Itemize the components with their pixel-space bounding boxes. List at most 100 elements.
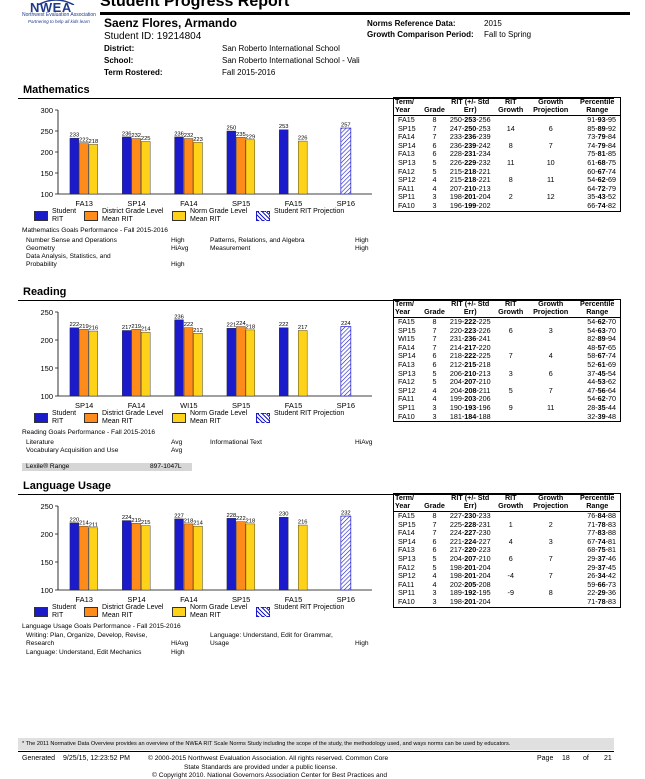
district-label: District: xyxy=(104,44,135,53)
table-cell: 26-34-42 xyxy=(587,571,616,581)
table-cell: 8 xyxy=(508,175,513,185)
table-row: FA10 3 198-201-204 71-78-83 xyxy=(394,596,621,607)
bar-value-label: 215 xyxy=(141,520,151,526)
x-tick-label: FA14 xyxy=(180,199,198,208)
table-cell: SP13 xyxy=(398,368,416,378)
bar-value-label: 214 xyxy=(193,521,203,527)
table-cell: 54-62-69 xyxy=(587,175,616,185)
bar-value-label: 229 xyxy=(246,134,256,140)
table-cell: 221-224-227 xyxy=(449,536,491,546)
bar-value-label: 223 xyxy=(193,137,203,143)
table-cell: 6 xyxy=(432,359,437,369)
table-cell: 212-215-218 xyxy=(449,359,491,369)
legend-projection-swatch xyxy=(256,211,270,221)
district-mean-bar xyxy=(183,138,194,195)
y-tick-label: 250 xyxy=(40,308,53,317)
table-cell: 3 xyxy=(548,325,553,335)
table-cell: 58-67-74 xyxy=(587,351,616,361)
lexile-range-row xyxy=(22,463,192,471)
bar-value-label: 219 xyxy=(131,324,141,330)
table-cell: 12 xyxy=(546,192,555,202)
table-row: FA10 3 196-199-202 66-74-82 xyxy=(394,201,621,211)
table-cell: 217-220-223 xyxy=(449,545,491,555)
bar-value-label: 228 xyxy=(227,513,237,519)
bar-value-label: 232 xyxy=(131,133,141,139)
legend-student-rit-swatch xyxy=(34,413,48,423)
table-cell: 3 xyxy=(432,596,437,606)
table-header-row: Term/ Year Grade RIT (+/- Std Err) RIT Grow… xyxy=(393,299,621,318)
table-cell: 7 xyxy=(548,385,553,395)
legend-student-rit-label: Student RIT xyxy=(52,208,77,223)
table-row: WI15 7 231-236-241 82-89-94 xyxy=(394,334,621,344)
legend-norm-mean-swatch xyxy=(172,211,186,221)
norm-mean-bar xyxy=(193,333,203,397)
table-cell: 71-78-83 xyxy=(587,519,616,529)
district-mean-bar xyxy=(131,523,141,591)
table-row: SP12 4 198-201-204 -4 7 26-34-42 xyxy=(394,571,621,581)
goal-level: High xyxy=(355,237,369,244)
col-grade-header: Grade xyxy=(423,493,446,512)
table-cell: SP14 xyxy=(398,351,416,361)
norms-label: Norms Reference Data: xyxy=(367,19,456,28)
table-cell: 7 xyxy=(508,351,513,361)
table-row: SP13 5 226-229-232 11 10 61-68-75 xyxy=(394,158,621,168)
nwea-logo xyxy=(18,0,98,28)
table-cell: 68-75-81 xyxy=(587,545,616,555)
section-title: Mathematics xyxy=(23,84,90,96)
goal-name: Literature xyxy=(26,439,54,446)
x-tick-label: SP14 xyxy=(127,199,145,208)
col-grade-header: Grade xyxy=(423,299,446,318)
section-rule xyxy=(18,494,614,495)
student-rit-bar xyxy=(122,330,132,397)
table-cell: SP11 xyxy=(398,588,416,598)
legend-student-rit-swatch xyxy=(34,607,48,617)
logo-text: NWEA xyxy=(30,0,72,15)
table-cell: 4 xyxy=(548,351,553,361)
bar-value-label: 225 xyxy=(141,136,151,142)
legend-projection-label: Student RIT Projection xyxy=(274,410,345,417)
table-row: FA15 8 227-230-233 76-84-88 xyxy=(394,511,621,521)
table-cell: 4 xyxy=(432,175,437,185)
x-tick-label: SP15 xyxy=(232,199,250,208)
col-growth-projection-header: Growth Projection xyxy=(526,97,575,116)
table-row: SP15 7 225-228-231 1 2 71-78-83 xyxy=(394,519,621,530)
table-cell: 7 xyxy=(432,519,437,529)
norms-value: 2015 xyxy=(484,19,502,28)
table-cell: 4 xyxy=(508,536,513,546)
table-cell: 231-236-241 xyxy=(449,334,491,344)
table-cell: 218-222-225 xyxy=(449,351,491,361)
legend-norm-mean-label: Norm Grade Level Mean RIT xyxy=(190,604,248,619)
y-tick-label: 150 xyxy=(40,364,53,373)
bar-value-label: 224 xyxy=(236,321,246,327)
table-cell: 198-201-204 xyxy=(449,596,491,606)
table-cell: 4 xyxy=(432,183,437,193)
table-cell: FA14 xyxy=(398,528,415,538)
table-row: FA10 3 181-184-188 32-39-48 xyxy=(394,412,621,422)
legend-norm-mean-swatch xyxy=(172,413,186,423)
district-mean-bar xyxy=(236,326,246,397)
bar-value-label: 222 xyxy=(79,137,89,143)
table-cell: FA11 xyxy=(398,579,415,589)
col-rit-header: RIT (+/- Std Err) xyxy=(445,299,495,318)
table-cell: FA12 xyxy=(398,377,415,387)
table-cell: FA14 xyxy=(398,342,415,352)
table-cell: 6 xyxy=(508,553,513,563)
goal-name: Writing: Plan, Organize, Develop, Revise… xyxy=(26,632,148,647)
table-row: FA15 8 250-253-256 91-93-95 xyxy=(394,115,621,125)
norm-mean-bar xyxy=(88,527,99,591)
bar-value-label: 219 xyxy=(79,324,89,330)
table-cell: 5 xyxy=(508,385,513,395)
table-cell: 6 xyxy=(432,149,437,159)
y-tick-label: 150 xyxy=(40,169,53,178)
table-cell: FA12 xyxy=(398,166,415,176)
col-rit-growth-header: RIT Growth xyxy=(494,97,527,116)
x-tick-label: FA15 xyxy=(285,595,303,604)
legend-student-rit-swatch xyxy=(34,211,48,221)
bar-value-label: 217 xyxy=(298,325,308,331)
legend-projection-swatch xyxy=(256,607,270,617)
table-cell: 73-79-84 xyxy=(587,132,616,142)
bar-value-label: 211 xyxy=(89,522,98,528)
bar-value-label: 232 xyxy=(341,511,351,517)
table-cell xyxy=(527,202,575,211)
